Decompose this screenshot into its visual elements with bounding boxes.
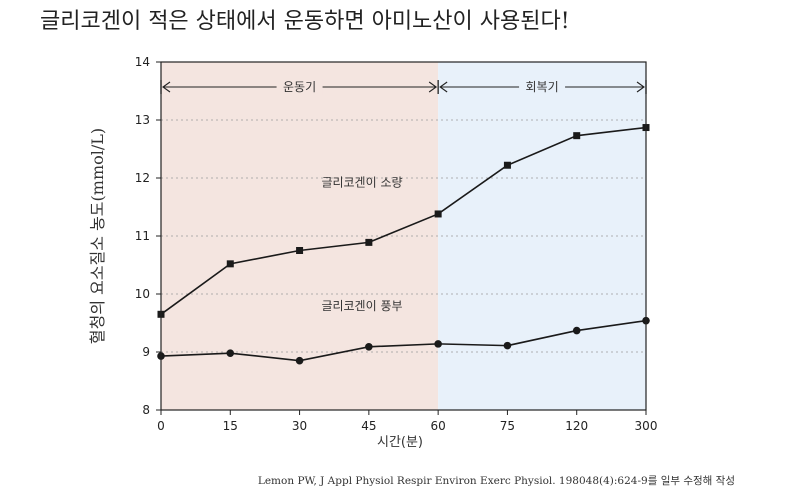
y-tick-label-3: 11 — [135, 229, 150, 243]
phase-label-bg-1 — [519, 79, 566, 95]
x-tick-label-3: 45 — [361, 419, 376, 433]
phase-label-1: 회복기 — [526, 80, 559, 94]
axes: 8 9 10 11 12 13 14 0 15 30 45 60 75 120 300 — [135, 55, 658, 433]
x-tick-label-4: 60 — [431, 419, 446, 433]
x-axis-label: 시간(분) — [377, 435, 423, 450]
phase-arrow-right-0 — [428, 81, 438, 93]
phase-arrow-left-1 — [439, 81, 448, 93]
y-tick-label-4: 12 — [135, 171, 150, 185]
y-tick-label-0: 8 — [142, 403, 150, 417]
x-tick-label-6: 120 — [565, 419, 588, 433]
series-1-point-2 — [295, 356, 304, 365]
series-0-point-4 — [434, 210, 442, 218]
series-1-point-3 — [365, 342, 373, 351]
series-1-point-5 — [503, 341, 512, 350]
x-tick-label-5: 75 — [500, 419, 515, 433]
series-label-1: 글리코겐이 풍부 — [321, 299, 402, 313]
series-1-point-6 — [572, 326, 581, 335]
y-axis-label: 혈청의 요소질소 농도(mmol/L) — [88, 128, 107, 344]
series-1-point-1 — [226, 349, 235, 357]
chart-title: 글리코겐이 적은 상태에서 운동하면 아미노산이 사용된다! — [40, 9, 570, 34]
phase-label-0: 운동기 — [283, 80, 316, 94]
series-0-point-5 — [503, 161, 511, 169]
source-citation: Lemon PW, J Appl Physiol Respir Environ … — [258, 474, 735, 487]
x-tick-label-1: 15 — [223, 419, 238, 433]
y-tick-label-2: 10 — [135, 287, 150, 301]
phase-arrow-left-0 — [162, 81, 171, 93]
series-label-0: 글리코겐이 소량 — [321, 176, 402, 190]
x-tick-label-0: 0 — [157, 419, 165, 433]
x-tick-label-2: 30 — [292, 419, 307, 433]
series-line-1 — [160, 319, 647, 362]
x-tick-label-7: 300 — [635, 419, 658, 433]
series-0-point-6 — [573, 132, 581, 140]
series-1-point-4 — [434, 340, 442, 348]
grid-lines — [161, 119, 646, 353]
series-0-point-2 — [296, 247, 304, 254]
y-tick-label-1: 9 — [142, 345, 150, 359]
phase-arrow-right-1 — [636, 81, 645, 93]
phase-label-bg-0 — [276, 79, 323, 95]
series-line-0 — [160, 126, 647, 315]
phase-backgrounds: 운동기 회복기 — [160, 62, 647, 410]
series-0-point-1 — [226, 260, 234, 268]
series-0-point-3 — [365, 238, 373, 246]
y-tick-label-5: 13 — [135, 113, 150, 127]
y-tick-label-6: 14 — [135, 55, 150, 69]
